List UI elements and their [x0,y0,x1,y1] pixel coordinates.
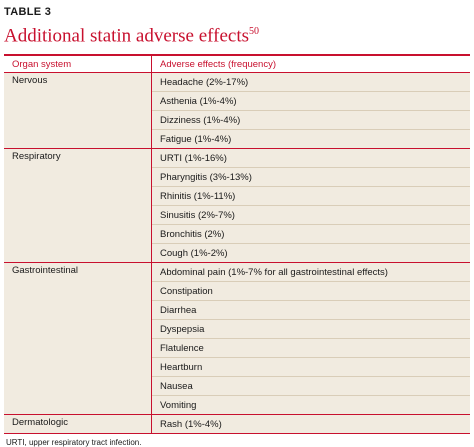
adverse-effect-cell: Vomiting [160,399,197,411]
adverse-effect-cell: Asthenia (1%-4%) [152,92,470,112]
adverse-effect-cell: Constipation [152,282,470,302]
column-header-organ: Organ system [12,58,72,70]
title-reference: 50 [249,26,259,37]
adverse-effect-cell: Headache (2%-17%) [152,73,470,93]
organ-system-cell: Gastrointestinal [12,265,79,277]
table-label: TABLE 3 [4,6,52,18]
column-header-row: Organ system Adverse effects (frequency) [4,56,470,74]
adverse-effect-cell: Sinusitis (2%-7%) [152,206,470,226]
table-title: Additional statin adverse effects50 [4,20,470,48]
column-header-effects: Adverse effects (frequency) [151,56,470,73]
organ-group: Dermatologic Rash (1%-4%) [4,415,470,434]
adverse-effect-cell: Cough (1%-2%) [160,247,228,259]
adverse-effect-cell: Abdominal pain (1%-7% for all gastrointe… [152,263,470,283]
organ-group: Nervous Headache (2%-17%) Asthenia (1%-4%)… [4,73,470,150]
adverse-effect-cell: Pharyngitis (3%-13%) [152,168,470,188]
table-title-text: Additional statin adverse effects [4,25,249,47]
organ-system-cell: Nervous [12,75,48,87]
bottom-rule [4,433,470,435]
adverse-effect-cell: Flatulence [152,339,470,359]
organ-group: Gastrointestinal Abdominal pain (1%-7% fo… [4,263,470,416]
adverse-effect-cell: Heartburn [152,358,470,378]
adverse-effect-cell: Dizziness (1%-4%) [152,111,470,131]
adverse-effects-list: URTI (1%-16%) Pharyngitis (3%-13%) Rhiniti… [151,149,470,263]
organ-system-cell: Respiratory [12,151,61,163]
table-body: Nervous Headache (2%-17%) Asthenia (1%-4%)… [4,73,470,434]
adverse-effect-cell: Diarrhea [152,301,470,321]
adverse-effect-cell: Rhinitis (1%-11%) [152,187,470,207]
adverse-effects-list: Headache (2%-17%) Asthenia (1%-4%) Dizzine… [151,73,470,149]
adverse-effects-list: Rash (1%-4%) [151,415,470,434]
table-footnote: URTI, upper respiratory tract infection. [6,438,142,447]
adverse-effect-cell: Nausea [152,377,470,397]
organ-system-cell: Dermatologic [12,417,68,429]
column-header-effects-text: Adverse effects (frequency) [160,58,276,70]
top-rule [4,54,470,57]
adverse-effect-cell: Dyspepsia [152,320,470,340]
table-figure: TABLE 3 Additional statin adverse effect… [0,6,474,447]
adverse-effect-cell: Fatigue (1%-4%) [160,133,232,145]
adverse-effects-list: Abdominal pain (1%-7% for all gastrointe… [151,263,470,415]
adverse-effect-cell: Rash (1%-4%) [160,418,222,430]
organ-group: Respiratory URTI (1%-16%) Pharyngitis (3%-… [4,149,470,264]
adverse-effect-cell: URTI (1%-16%) [152,149,470,169]
adverse-effect-cell: Bronchitis (2%) [152,225,470,245]
